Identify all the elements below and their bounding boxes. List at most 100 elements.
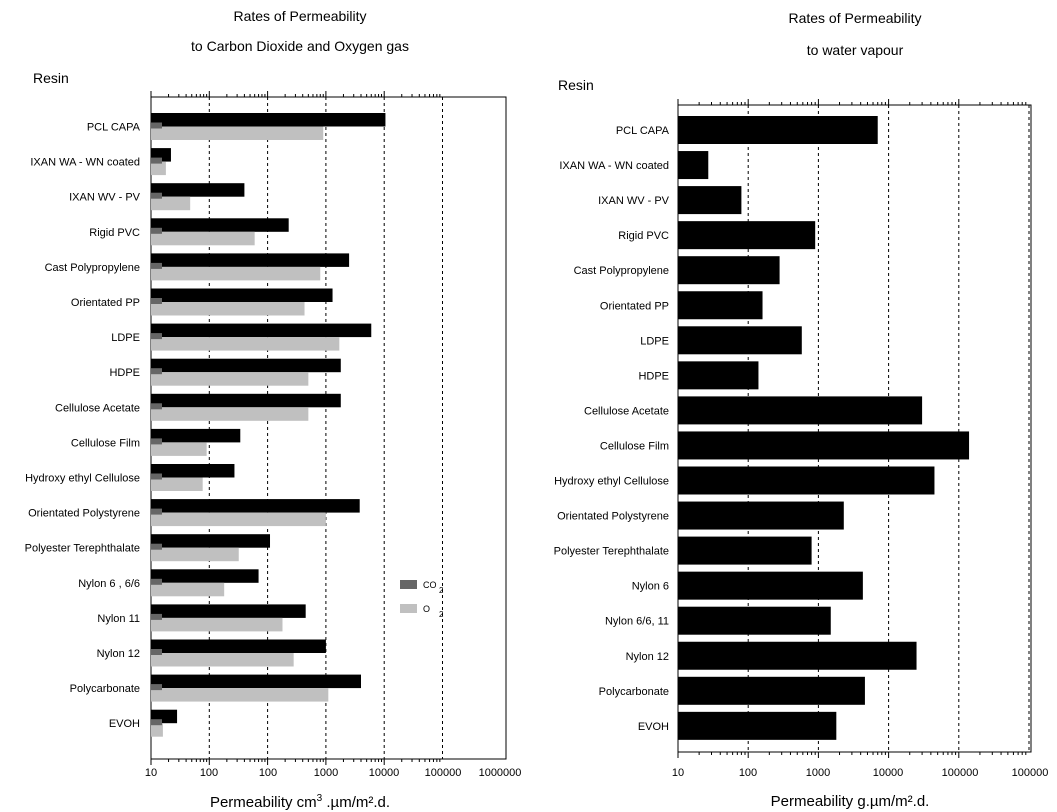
- right-category-label: Nylon 12: [626, 651, 669, 663]
- right-bar-h2o: [678, 641, 917, 670]
- left-category-label: IXAN WA - WN coated: [30, 157, 140, 169]
- right-bar-h2o: [678, 431, 970, 460]
- right-x-axis-title: Permeability g.µm/m².d.: [770, 793, 930, 810]
- right-bar-h2o: [678, 536, 812, 565]
- left-category-label: HDPE: [109, 367, 140, 379]
- right-x-tick-label: 1000: [806, 767, 830, 779]
- left-bar-co2: [151, 674, 362, 689]
- left-x-axis-title: Permeability cm3 .µm/m².d.: [170, 793, 430, 811]
- left-x-axis-title-suffix: .µm/m².d.: [322, 794, 391, 811]
- left-x-tick-label: 1000000: [479, 767, 522, 779]
- right-bar-h2o: [678, 221, 816, 250]
- right-bar-h2o: [678, 361, 759, 390]
- left-legend-swatch: [400, 604, 417, 613]
- right-bar-h2o: [678, 396, 923, 425]
- right-bar-h2o: [678, 501, 844, 530]
- left-bar-co2: [151, 253, 350, 267]
- left-bar-base-marker: [151, 438, 162, 445]
- right-bar-h2o: [678, 151, 709, 180]
- left-bar-o2: [151, 442, 207, 456]
- left-legend-subscript: 2: [439, 586, 444, 595]
- right-category-label: Cast Polypropylene: [574, 265, 669, 277]
- left-category-label: Polyester Terephthalate: [25, 543, 140, 555]
- left-bar-co2: [151, 534, 271, 548]
- right-category-label: Orientated Polystyrene: [557, 511, 669, 523]
- left-bar-o2: [151, 512, 326, 527]
- left-category-label: Nylon 12: [97, 648, 140, 660]
- right-category-label: PCL CAPA: [616, 125, 670, 137]
- right-title-line2: to water vapour: [806, 42, 904, 58]
- left-bar-base-marker: [151, 684, 162, 691]
- left-bar-co2: [151, 569, 259, 583]
- left-bar-o2: [151, 196, 191, 211]
- left-bar-co2: [151, 464, 235, 478]
- left-bar-o2: [151, 126, 324, 140]
- left-bar-co2: [151, 323, 372, 338]
- right-bar-h2o: [678, 466, 935, 495]
- left-bar-o2: [151, 302, 305, 316]
- left-bar-o2: [151, 372, 309, 386]
- left-legend-swatch: [400, 580, 417, 589]
- left-bar-base-marker: [151, 262, 162, 269]
- left-bar-o2: [151, 547, 239, 562]
- left-bar-co2: [151, 183, 245, 197]
- right-category-label: Nylon 6/6, 11: [605, 616, 669, 628]
- left-bar-co2: [151, 428, 241, 443]
- left-category-label: Cast Polypropylene: [45, 262, 140, 274]
- left-bar-base-marker: [151, 543, 162, 550]
- left-x-axis-title-prefix: Permeability cm: [209, 794, 317, 811]
- left-category-label: IXAN WV - PV: [69, 192, 141, 204]
- left-bar-co2: [151, 288, 333, 302]
- left-category-label: Nylon 6 , 6/6: [78, 578, 140, 590]
- left-x-tick-label: 100: [259, 767, 277, 779]
- left-x-tick-label: 100000: [425, 767, 462, 779]
- left-bar-co2: [151, 499, 360, 513]
- right-bar-h2o: [678, 256, 780, 285]
- left-category-label: Cellulose Film: [71, 437, 140, 449]
- left-bar-base-marker: [151, 473, 162, 480]
- left-bar-co2: [151, 218, 289, 232]
- left-bar-o2: [151, 723, 163, 737]
- right-category-label: LDPE: [640, 335, 669, 347]
- left-bar-co2: [151, 604, 306, 618]
- left-bar-base-marker: [151, 368, 162, 375]
- right-x-tick-label: 100000: [942, 767, 979, 779]
- left-category-label: Rigid PVC: [89, 227, 140, 239]
- left-bar-base-marker: [151, 508, 162, 515]
- right-category-label: IXAN WA - WN coated: [559, 160, 669, 172]
- right-bar-h2o: [678, 186, 742, 215]
- right-x-tick-label: 10: [672, 767, 684, 779]
- left-bar-base-marker: [151, 192, 162, 199]
- left-bar-o2: [151, 617, 283, 632]
- left-bar-o2: [151, 477, 203, 491]
- left-bar-o2: [151, 688, 329, 702]
- left-title-line2: to Carbon Dioxide and Oxygen gas: [191, 38, 409, 54]
- left-category-label: Orientated Polystyrene: [28, 508, 140, 520]
- left-bar-o2: [151, 337, 340, 351]
- right-category-label: Polycarbonate: [599, 686, 669, 698]
- left-category-label: Polycarbonate: [70, 683, 140, 695]
- right-category-label: Rigid PVC: [618, 230, 669, 242]
- left-legend-label: O: [423, 604, 430, 614]
- left-category-label: EVOH: [109, 718, 140, 730]
- right-x-tick-label: 10000: [873, 767, 904, 779]
- right-category-label: IXAN WV - PV: [598, 195, 670, 207]
- left-category-label: Cellulose Acetate: [55, 402, 140, 414]
- left-bar-o2: [151, 161, 166, 176]
- left-bar-co2: [151, 639, 326, 653]
- left-bar-co2: [151, 393, 341, 408]
- left-bar-base-marker: [151, 649, 162, 655]
- left-category-label: LDPE: [111, 332, 140, 344]
- right-bar-h2o: [678, 326, 802, 355]
- left-bar-base-marker: [151, 578, 162, 585]
- right-x-tick-label: 100: [739, 767, 757, 779]
- right-bar-h2o: [678, 571, 863, 600]
- left-legend-label: CO: [423, 580, 437, 590]
- right-x-tick-label: 100000: [1012, 767, 1049, 779]
- left-bar-base-marker: [151, 719, 162, 726]
- right-category-label: EVOH: [638, 721, 669, 733]
- left-bar-base-marker: [151, 298, 162, 304]
- right-category-label: HDPE: [638, 370, 669, 382]
- right-category-label: Nylon 6: [632, 581, 669, 593]
